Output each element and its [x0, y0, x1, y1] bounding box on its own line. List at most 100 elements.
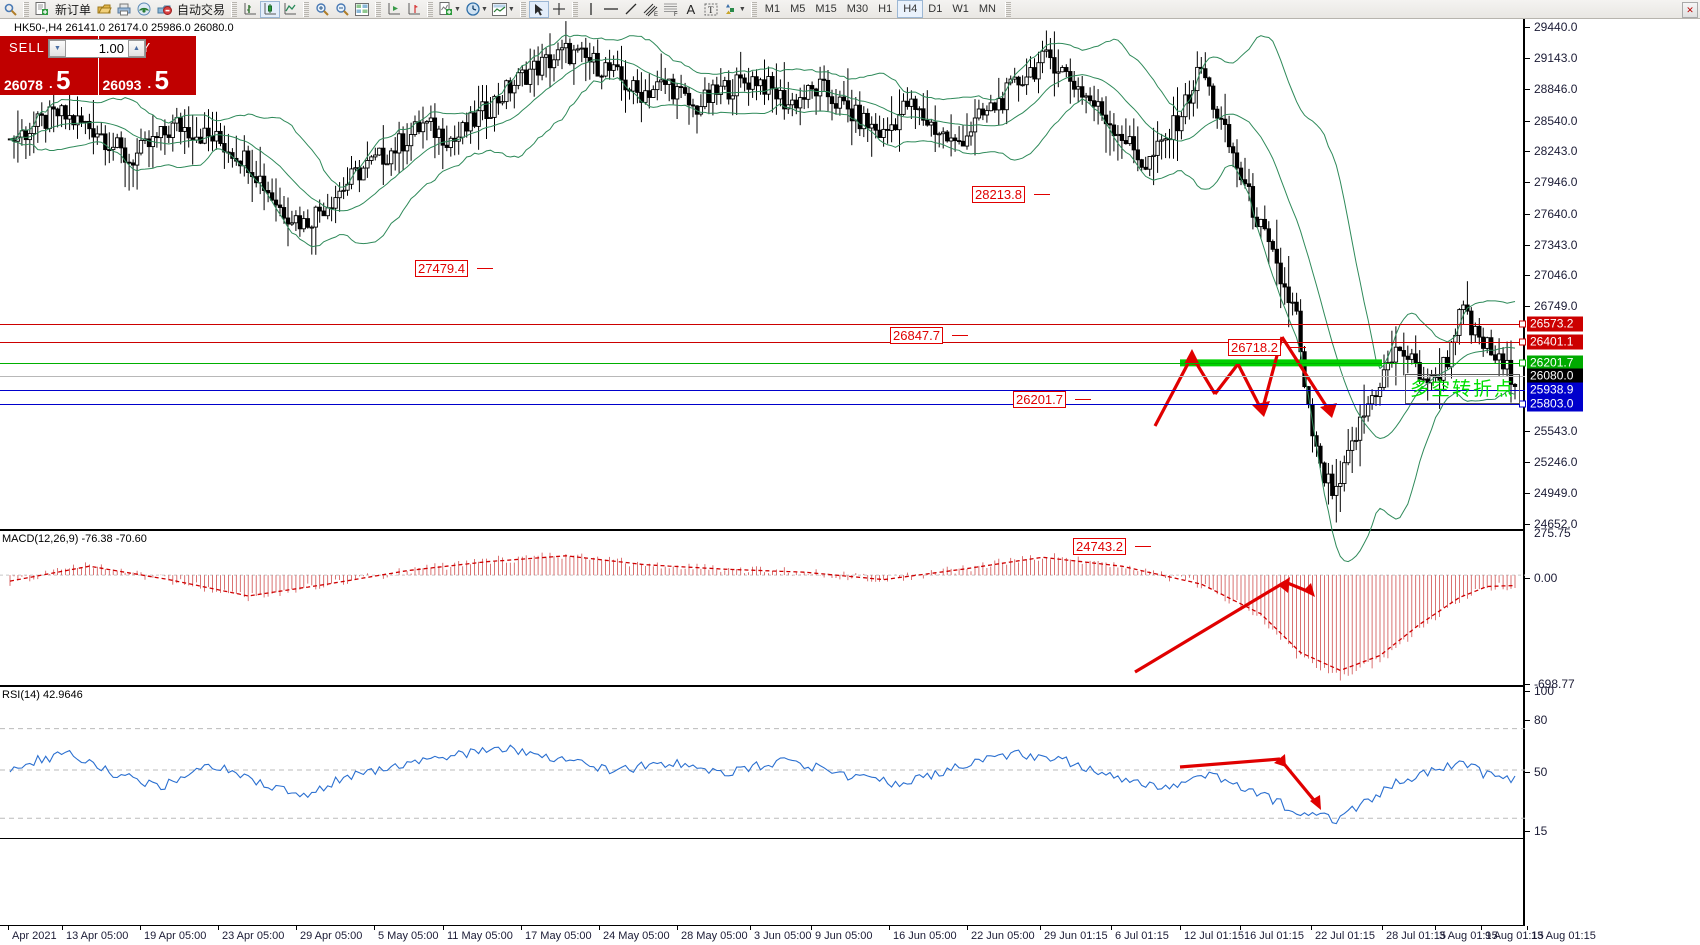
- price-annotation[interactable]: 28213.8: [972, 186, 1025, 203]
- tab-D1[interactable]: D1: [928, 3, 943, 15]
- time-label: 6 Jul 01:15: [1115, 930, 1169, 942]
- new-order-icon[interactable]: [32, 1, 52, 18]
- text-icon[interactable]: A: [686, 1, 696, 17]
- tab-M30[interactable]: M30: [846, 3, 869, 15]
- time-label: 9 Aug 01:15: [1485, 930, 1544, 942]
- time-label: 28 May 05:00: [681, 930, 748, 942]
- data-window-icon[interactable]: [352, 1, 372, 18]
- price-annotation[interactable]: 26718.2: [1228, 339, 1281, 356]
- rsi-axis-label: 15: [1534, 824, 1548, 838]
- chevron-down-icon-shapes[interactable]: ▼: [738, 5, 746, 13]
- level-line[interactable]: [0, 342, 1525, 344]
- autotrade-icon[interactable]: [154, 1, 174, 18]
- tab-MN[interactable]: MN: [978, 3, 996, 15]
- axis-tick: [1525, 88, 1530, 90]
- equidistant-channel-icon[interactable]: E: [641, 1, 661, 18]
- lot-size-stepper[interactable]: ▼ 1.00 ▲: [48, 39, 146, 58]
- time-tick: [62, 926, 63, 930]
- tab-M5[interactable]: M5: [790, 3, 806, 15]
- macd-panel[interactable]: MACD(12,26,9) -76.38 -70.60: [0, 531, 1525, 687]
- shapes-icon[interactable]: [721, 1, 741, 18]
- time-label: 13 Apr 05:00: [66, 930, 129, 942]
- annotation-leader: [1034, 194, 1050, 195]
- axis-label: 25246.0: [1534, 454, 1578, 469]
- chart-area[interactable]: ▲ HK50-,H4 26141.0 26174.0 25986.0 26080…: [0, 19, 1700, 945]
- lot-increase-button[interactable]: ▲: [128, 40, 145, 57]
- tab-H4[interactable]: H4: [897, 0, 924, 18]
- shift-chart-icon[interactable]: [384, 1, 404, 18]
- rsi-axis-tick: [1525, 772, 1530, 773]
- trendline-icon[interactable]: [621, 1, 641, 18]
- folder-icon[interactable]: [94, 1, 114, 18]
- level-handle[interactable]: [1519, 338, 1526, 346]
- level-handle[interactable]: [1519, 400, 1526, 408]
- price-series-svg: [7, 21, 1518, 563]
- axis-label: 24652.0: [1534, 516, 1578, 531]
- tab-M15[interactable]: M15: [815, 3, 837, 15]
- buy-price-dot: .: [147, 76, 152, 91]
- tab-M1[interactable]: M1: [764, 3, 781, 15]
- level-line[interactable]: [0, 324, 1525, 326]
- toolbar-separator-4: [375, 1, 382, 17]
- time-tick: [677, 926, 678, 930]
- price-panel[interactable]: ▲ HK50-,H4 26141.0 26174.0 25986.0 26080…: [0, 19, 1525, 563]
- hline-icon[interactable]: [601, 1, 621, 18]
- zoom-in-icon[interactable]: [312, 1, 332, 18]
- rsi-axis-label: 50: [1534, 765, 1548, 779]
- period-icon[interactable]: [463, 1, 483, 18]
- level-handle[interactable]: [1519, 359, 1526, 367]
- zoom-out-icon[interactable]: [332, 1, 352, 18]
- time-tick: [1311, 926, 1312, 930]
- annotation-leader: [1290, 347, 1306, 348]
- annotation-text[interactable]: 多空转折点: [1405, 374, 1521, 404]
- signal-icon[interactable]: [134, 1, 154, 18]
- price-annotation[interactable]: 26847.7: [890, 327, 943, 344]
- new-order-label[interactable]: 新订单: [55, 2, 92, 17]
- templates-icon[interactable]: [490, 1, 510, 18]
- axis-label: 28846.0: [1534, 81, 1578, 96]
- price-annotation[interactable]: 27479.4: [415, 260, 468, 277]
- print-icon[interactable]: [114, 1, 134, 18]
- fibonacci-icon[interactable]: F: [661, 1, 681, 18]
- bar-chart-icon[interactable]: [240, 1, 260, 18]
- chevron-down-icon-templates[interactable]: ▼: [507, 5, 515, 13]
- rsi-panel[interactable]: RSI(14) 42.9646: [0, 687, 1525, 839]
- vline-icon[interactable]: [581, 1, 601, 18]
- sell-price-int: 26078: [4, 77, 43, 93]
- level-line[interactable]: [0, 404, 1525, 406]
- toolbar-separator-9: [1004, 1, 1011, 17]
- level-handle[interactable]: [1519, 320, 1526, 328]
- price-annotation[interactable]: 26201.7: [1013, 391, 1066, 408]
- svg-text:E: E: [654, 12, 658, 18]
- toolbar-separator-7: [571, 1, 578, 17]
- autoscroll-icon[interactable]: [404, 1, 424, 18]
- axis-label: 27640.0: [1534, 206, 1578, 221]
- level-line[interactable]: [0, 375, 1525, 377]
- level-line[interactable]: [0, 390, 1525, 392]
- text-label-icon[interactable]: T: [701, 1, 721, 18]
- tab-W1[interactable]: W1: [952, 3, 969, 15]
- toolbar-separator-6: [519, 1, 526, 17]
- time-tick: [889, 926, 890, 930]
- candlestick-icon[interactable]: [260, 0, 281, 18]
- level-line[interactable]: [0, 362, 1525, 364]
- close-icon[interactable]: ✕: [1682, 2, 1698, 18]
- cursor-icon[interactable]: [528, 0, 549, 18]
- time-tick: [140, 926, 141, 930]
- axis-tick: [1525, 151, 1530, 153]
- tab-H1[interactable]: H1: [878, 3, 893, 15]
- search-icon[interactable]: [0, 1, 20, 18]
- lot-decrease-button[interactable]: ▼: [49, 40, 66, 57]
- annotation-leader: [1135, 546, 1151, 547]
- chevron-down-icon-indicators[interactable]: ▼: [454, 5, 461, 13]
- time-tick: [374, 926, 375, 930]
- line-chart-icon[interactable]: [280, 1, 300, 18]
- lot-size-input[interactable]: 1.00: [98, 41, 124, 56]
- price-annotation[interactable]: 24743.2: [1073, 538, 1126, 555]
- axis-tick: [1525, 182, 1530, 184]
- chevron-down-icon-period[interactable]: ▼: [480, 5, 488, 13]
- buy-button[interactable]: BUY 26093 . 5: [98, 36, 196, 95]
- add-indicator-icon[interactable]: [436, 1, 456, 18]
- crosshair-icon[interactable]: [549, 1, 569, 18]
- auto-trading-label[interactable]: 自动交易: [177, 2, 226, 17]
